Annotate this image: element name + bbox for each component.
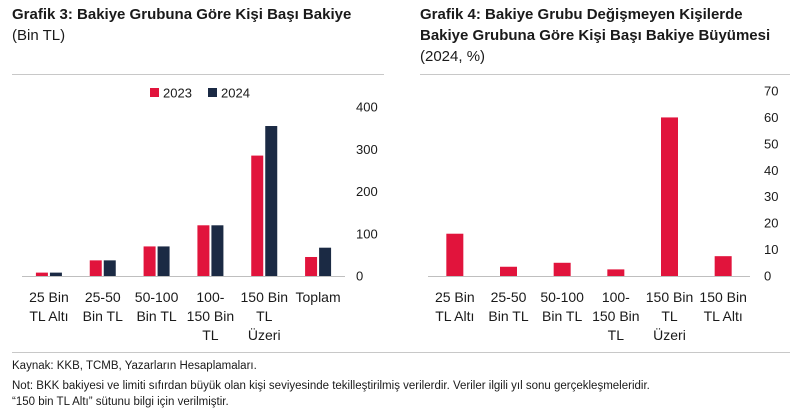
chart-left-title-text: Grafik 3: Bakiye Grubuna Göre Kişi Başı … <box>12 6 352 23</box>
left-bar <box>265 126 278 276</box>
left-bar <box>157 246 170 276</box>
note-line-1: Not: BKK bakiyesi ve limiti sıfırdan büy… <box>12 380 650 392</box>
left-category-label: TL <box>256 308 273 324</box>
right-category-label: TL <box>661 308 678 324</box>
right-bar <box>500 266 517 276</box>
right-y-tick-label: 40 <box>764 163 778 178</box>
left-bar <box>89 260 102 276</box>
right-category-label: Bin TL <box>542 308 582 324</box>
left-bar <box>103 260 116 276</box>
right-y-tick-label: 60 <box>764 110 778 125</box>
left-category-label: 25 Bin <box>29 289 69 305</box>
chart-right-title: Grafik 4: Bakiye Grubu Değişmeyen Kişile… <box>420 4 790 67</box>
left-bar <box>197 225 210 276</box>
left-y-tick-label: 100 <box>356 226 378 241</box>
legend-swatch-2024 <box>208 88 217 97</box>
chart-left-unit: (Bin TL) <box>12 27 66 44</box>
notes-block: Kaynak: KKB, TCMB, Yazarların Hesaplamal… <box>12 358 792 410</box>
left-bar <box>35 272 48 276</box>
right-y-tick-label: 10 <box>764 242 778 257</box>
left-category-label: Bin TL <box>136 308 176 324</box>
right-y-tick-label: 30 <box>764 189 778 204</box>
left-category-label: TL <box>202 327 219 343</box>
left-y-tick-label: 300 <box>356 142 378 157</box>
chart-right-title-text: Grafik 4: Bakiye Grubu Değişmeyen Kişile… <box>420 6 771 44</box>
right-y-tick-label: 70 <box>764 84 778 99</box>
right-y-tick-label: 50 <box>764 136 778 151</box>
right-y-tick-label: 0 <box>764 269 771 284</box>
right-category-label: TL Altı <box>704 308 743 324</box>
right-y-tick-label: 20 <box>764 216 778 231</box>
left-category-label: Üzeri <box>248 326 281 343</box>
legend-label-2023: 2023 <box>163 86 192 101</box>
right-bar <box>446 233 464 276</box>
left-y-tick-label: 200 <box>356 184 378 199</box>
right-category-label: 150 Bin <box>592 308 639 324</box>
right-category-label: 25 Bin <box>435 289 475 305</box>
right-category-label: Üzeri <box>653 326 686 343</box>
left-y-tick-label: 0 <box>356 269 363 284</box>
left-category-label: 150 Bin <box>187 308 234 324</box>
notes-rule <box>12 352 790 353</box>
left-category-label: Toplam <box>296 289 341 305</box>
legend-swatch-2023 <box>150 88 159 97</box>
left-category-label: TL Altı <box>29 308 68 324</box>
left-category-label: 150 Bin <box>241 289 288 305</box>
left-y-tick-label: 400 <box>356 100 378 115</box>
left-category-label: 25-50 <box>85 289 121 305</box>
left-title-rule <box>12 74 384 75</box>
left-category-label: Bin TL <box>83 308 123 324</box>
right-bar <box>553 262 571 276</box>
right-category-label: 100- <box>602 289 630 305</box>
left-bar <box>211 225 224 276</box>
chart-left-title: Grafik 3: Bakiye Grubuna Göre Kişi Başı … <box>12 4 372 46</box>
right-category-label: 150 Bin <box>646 289 693 305</box>
left-bar <box>143 246 156 276</box>
left-bar <box>49 272 62 276</box>
right-category-label: 50-100 <box>540 289 584 305</box>
left-category-label: 100- <box>196 289 224 305</box>
right-category-label: Bin TL <box>488 308 528 324</box>
right-bar <box>714 256 732 276</box>
right-category-label: TL Altı <box>435 308 474 324</box>
note-line-2: “150 bin TL Altı” sütunu bilgi için veri… <box>12 396 229 408</box>
right-title-rule <box>420 74 790 75</box>
chart-right-unit: (2024, %) <box>420 48 486 65</box>
left-bar <box>251 155 264 276</box>
left-bar <box>319 247 332 276</box>
left-category-label: 50-100 <box>135 289 179 305</box>
left-bar <box>305 256 318 276</box>
right-category-label: TL <box>608 327 625 343</box>
source-note: Kaynak: KKB, TCMB, Yazarların Hesaplamal… <box>12 360 257 372</box>
right-bar <box>661 117 678 276</box>
legend-label-2024: 2024 <box>221 86 250 101</box>
right-bar <box>607 269 625 276</box>
right-category-label: 25-50 <box>491 289 527 305</box>
right-category-label: 150 Bin <box>699 289 746 305</box>
